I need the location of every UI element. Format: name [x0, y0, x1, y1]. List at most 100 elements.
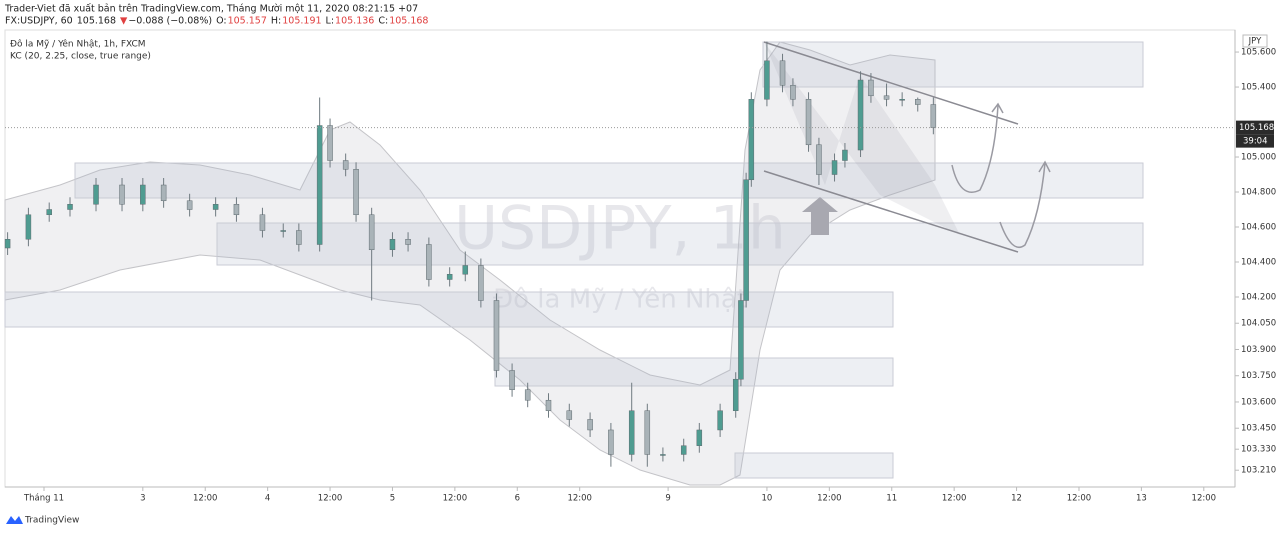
candle-body [426, 244, 432, 280]
candle-body [857, 79, 864, 151]
header-item: C: [378, 16, 388, 27]
currency-box [1242, 34, 1268, 48]
y-tick-label: 103.330 [1241, 445, 1276, 455]
candle-body [509, 370, 515, 390]
header-item: H: [271, 16, 281, 27]
candle-body [353, 169, 359, 216]
candle-body [368, 214, 375, 251]
candle-body [119, 184, 125, 205]
publish-title: Trader-Viet đã xuất bản trên TradingView… [4, 4, 418, 15]
brand-logo [6, 516, 23, 524]
x-tick-label: 12:00 [193, 494, 218, 504]
projection-arrow [951, 104, 999, 193]
candle-body [644, 410, 651, 455]
candle-body [868, 79, 874, 97]
y-tick-label: 104.400 [1241, 257, 1276, 267]
watermark-symbol: USDJPY, 1h [454, 194, 786, 264]
header-item: ▼ [120, 16, 128, 27]
countdown-tag [1236, 134, 1274, 148]
candle-body [405, 239, 411, 245]
header-item: O: [216, 16, 227, 27]
header-item: L: [326, 16, 335, 27]
candle-body [732, 378, 739, 411]
brand: TradingView [24, 516, 79, 526]
x-tick-label: 12 [1011, 494, 1022, 504]
candle-body [831, 160, 838, 175]
x-tick-label: 12:00 [567, 494, 592, 504]
legend-indicator: KC (20, 2.25, close, true range) [10, 52, 151, 62]
x-tick-label: 10 [762, 494, 773, 504]
candle-body [696, 429, 703, 446]
candle-body [259, 214, 266, 231]
arrow-head [1038, 160, 1051, 173]
candle-body [816, 144, 822, 175]
y-tick-label: 105.600 [1241, 48, 1276, 58]
header-item: 105.168 [77, 16, 116, 27]
x-tick-label: 11 [886, 494, 897, 504]
y-tick-label: 104.600 [1241, 223, 1276, 233]
candle-body [608, 429, 614, 455]
x-tick-label: 12:00 [318, 494, 343, 504]
candle-body [738, 300, 744, 380]
candle-body [296, 230, 302, 245]
x-tick-label: Tháng 11 [23, 494, 64, 504]
candle-body [587, 419, 593, 431]
candle-body [842, 149, 848, 161]
x-tick-label: 3 [140, 494, 145, 504]
x-tick-label: 13 [1136, 494, 1147, 504]
symbol-line: FX:USDJPY, 60 105.168 ▼ −0.088 (−0.08%) O: 10… [5, 16, 428, 27]
candle-body [545, 399, 552, 411]
watermark-description: Đô la Mỹ / Yên Nhật [493, 285, 747, 315]
candle-body [899, 99, 905, 101]
candle-body [233, 204, 240, 216]
candle-body [327, 125, 333, 161]
candle-body [883, 95, 890, 100]
y-tick-label: 103.210 [1241, 466, 1276, 476]
candle-body [478, 265, 484, 301]
x-tick-label: 4 [265, 494, 270, 504]
y-tick-label: 103.600 [1241, 397, 1276, 407]
candle-body [212, 204, 219, 210]
candle-body [186, 200, 193, 210]
candle-body [93, 184, 99, 205]
candle-body [493, 300, 500, 371]
channel-line [763, 41, 1019, 125]
candle-body [4, 239, 11, 249]
candle-body [680, 445, 687, 455]
channel-line [763, 170, 1019, 253]
zone [494, 357, 894, 387]
countdown-label: 39:04 [1243, 137, 1268, 147]
candle-body [462, 265, 469, 275]
header-item: 105.157 [228, 16, 267, 27]
candle-body [342, 160, 349, 170]
candle-body [790, 85, 796, 100]
y-tick-label: 104.200 [1241, 292, 1276, 302]
header-item: 105.191 [282, 16, 321, 27]
x-tick-label: 12:00 [1192, 494, 1217, 504]
x-tick-label: 12:00 [443, 494, 468, 504]
candle-body [779, 60, 786, 86]
zone [74, 162, 1144, 199]
candle-body [67, 204, 73, 210]
zone [734, 452, 894, 479]
y-tick-label: 103.750 [1241, 371, 1276, 381]
candles [4, 41, 937, 467]
x-tick-label: 12:00 [1067, 494, 1092, 504]
x-tick-label: 12:00 [942, 494, 967, 504]
candle-body [764, 60, 770, 100]
candle-body [280, 230, 286, 232]
y-tick-label: 105.000 [1241, 153, 1276, 163]
header-item: 105.168 [389, 16, 428, 27]
header-item: 105.136 [335, 16, 374, 27]
candle-body [566, 410, 573, 420]
candle-body [389, 239, 396, 251]
arrow-head [991, 102, 1004, 114]
candle-body [46, 209, 52, 216]
x-tick-label: 5 [390, 494, 395, 504]
candle-body [717, 410, 723, 431]
candle-body [743, 179, 749, 301]
legend-symbol: Đô la Mỹ / Yên Nhật, 1h, FXCM [10, 39, 146, 50]
y-tick-label: 104.800 [1241, 188, 1276, 198]
x-tick-label: 6 [515, 494, 520, 504]
